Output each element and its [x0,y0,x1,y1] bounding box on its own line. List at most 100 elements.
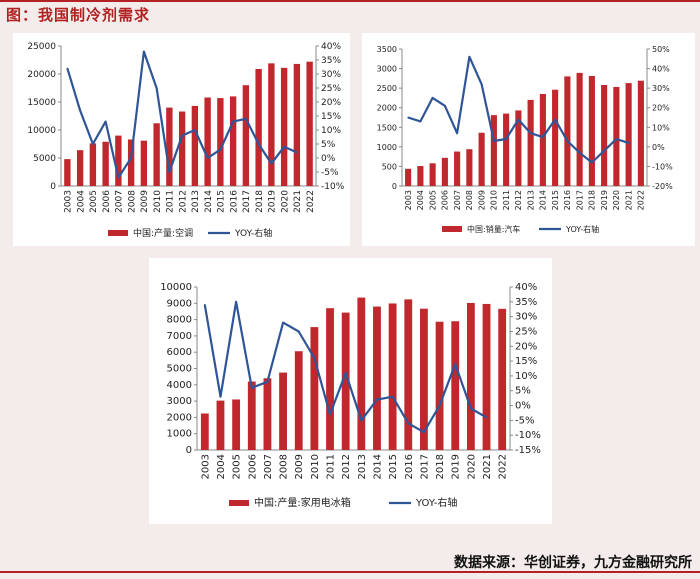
x-tick-label: 2004 [416,190,425,210]
right-tick-label: -10% [652,162,673,171]
right-tick-label: 0% [321,154,336,164]
yoy-point-2021 [296,151,298,154]
bar-2015 [552,89,559,186]
right-tick-label: 40% [321,42,341,52]
right-tick-label: 10% [652,123,670,132]
bar-2021 [625,83,632,186]
bar-2019 [601,85,608,186]
right-tick-label: 0% [652,143,665,152]
yoy-point-2015 [219,148,222,151]
bar-2004 [76,150,84,186]
x-tick-label: 2013 [357,454,368,479]
yoy-point-2012 [181,134,183,137]
right-tick-label: -20% [652,182,673,191]
left-tick-label: 0 [186,445,192,456]
bar-2020 [466,302,475,450]
x-tick-label: 2012 [514,190,523,210]
yoy-point-2005 [235,301,237,303]
left-tick-label: 2000 [167,412,192,423]
x-tick-label: 2005 [89,190,99,213]
x-tick-label: 2013 [191,190,201,213]
yoy-point-2009 [143,50,145,53]
right-tick-label: -5% [321,168,339,178]
yoy-point-2016 [566,140,569,142]
bar-2021 [482,303,491,450]
bar-2018 [255,68,262,186]
left-tick-label: 500 [382,162,397,171]
yoy-point-2008 [468,56,471,58]
x-tick-label: 2009 [477,190,486,210]
x-tick-label: 2020 [612,190,621,210]
x-tick-label: 2015 [551,190,560,210]
yoy-point-2014 [206,157,209,159]
x-tick-label: 2009 [140,190,150,213]
left-tick-label: 25000 [27,42,56,52]
x-tick-label: 2008 [465,190,474,210]
yoy-point-2012 [344,372,347,374]
x-tick-label: 2017 [419,454,430,479]
bar-2008 [127,139,135,186]
left-tick-label: 7000 [167,331,192,342]
legend-bar-label: 中国:销量:汽车 [467,224,520,234]
bar-2018 [435,321,444,450]
bar-2005 [232,399,241,450]
bar-2021 [293,63,301,186]
right-tick-label: -5% [515,415,534,426]
bar-2011 [503,113,510,186]
left-tick-label: 5000 [167,364,192,375]
chart-panel-auto: 0 500 1000 1500 2000 2500 3000 3500 -20% -10% 0% 10… [362,33,695,246]
x-tick-label: 2015 [217,190,227,213]
left-tick-label: 1000 [167,429,192,440]
bar-2022 [498,308,507,450]
left-tick-label: 0 [50,182,56,192]
right-tick-label: 5% [321,140,336,150]
bar-2007 [454,151,461,186]
x-tick-label: 2022 [637,190,646,210]
x-tick-label: 2012 [341,454,352,479]
x-tick-label: 2003 [404,190,413,210]
chart-panel-ac: 0 5000 10000 15000 20000 25000 -10% -5% 0% 5% 10% 1… [13,33,350,246]
x-tick-label: 2016 [563,190,572,210]
x-tick-label: 2003 [64,190,74,213]
bar-2008 [279,372,287,450]
yoy-point-2003 [204,303,206,306]
bar-2020 [280,67,288,186]
yoy-point-2010 [155,87,158,89]
auto-sales-chart: 0 500 1000 1500 2000 2500 3000 3500 -20% -10% 0% 10… [377,45,673,234]
x-tick-label: 2016 [229,190,239,213]
bar-2013 [191,105,199,186]
bar-2011 [166,107,173,186]
bar-2006 [441,157,448,186]
title-bar [0,0,700,26]
left-tick-label: 3000 [377,65,397,74]
yoy-point-2010 [313,357,316,359]
legend-line-label: YOY-右轴 [234,227,272,239]
yoy-point-2018 [438,404,441,407]
yoy-point-2013 [529,132,532,134]
yoy-point-2016 [232,120,234,123]
right-tick-label: 20% [321,98,341,108]
x-tick-label: 2011 [502,190,511,210]
yoy-point-2019 [454,363,457,365]
yoy-point-2014 [542,136,544,138]
yoy-point-2018 [591,161,593,164]
legend-bar-swatch [442,226,462,232]
legend-bar-swatch [108,230,128,236]
bar-2014 [204,97,211,186]
x-tick-label: 2019 [600,190,609,210]
bar-2005 [429,163,436,186]
x-tick-label: 2014 [204,190,214,213]
yoy-point-2017 [423,431,425,434]
yoy-point-2021 [485,416,488,419]
right-tick-label: 40% [515,282,537,293]
x-tick-label: 2022 [306,190,316,213]
x-tick-label: 2011 [166,190,176,213]
yoy-point-2011 [168,171,171,173]
yoy-point-2011 [505,138,507,140]
left-tick-label: 10000 [160,282,192,293]
legend-bar-label: 中国:产量:空调 [133,227,193,239]
x-tick-label: 2017 [575,190,584,210]
x-tick-label: 2007 [115,190,125,213]
x-tick-label: 2016 [404,454,415,479]
right-tick-label: 25% [321,84,341,94]
